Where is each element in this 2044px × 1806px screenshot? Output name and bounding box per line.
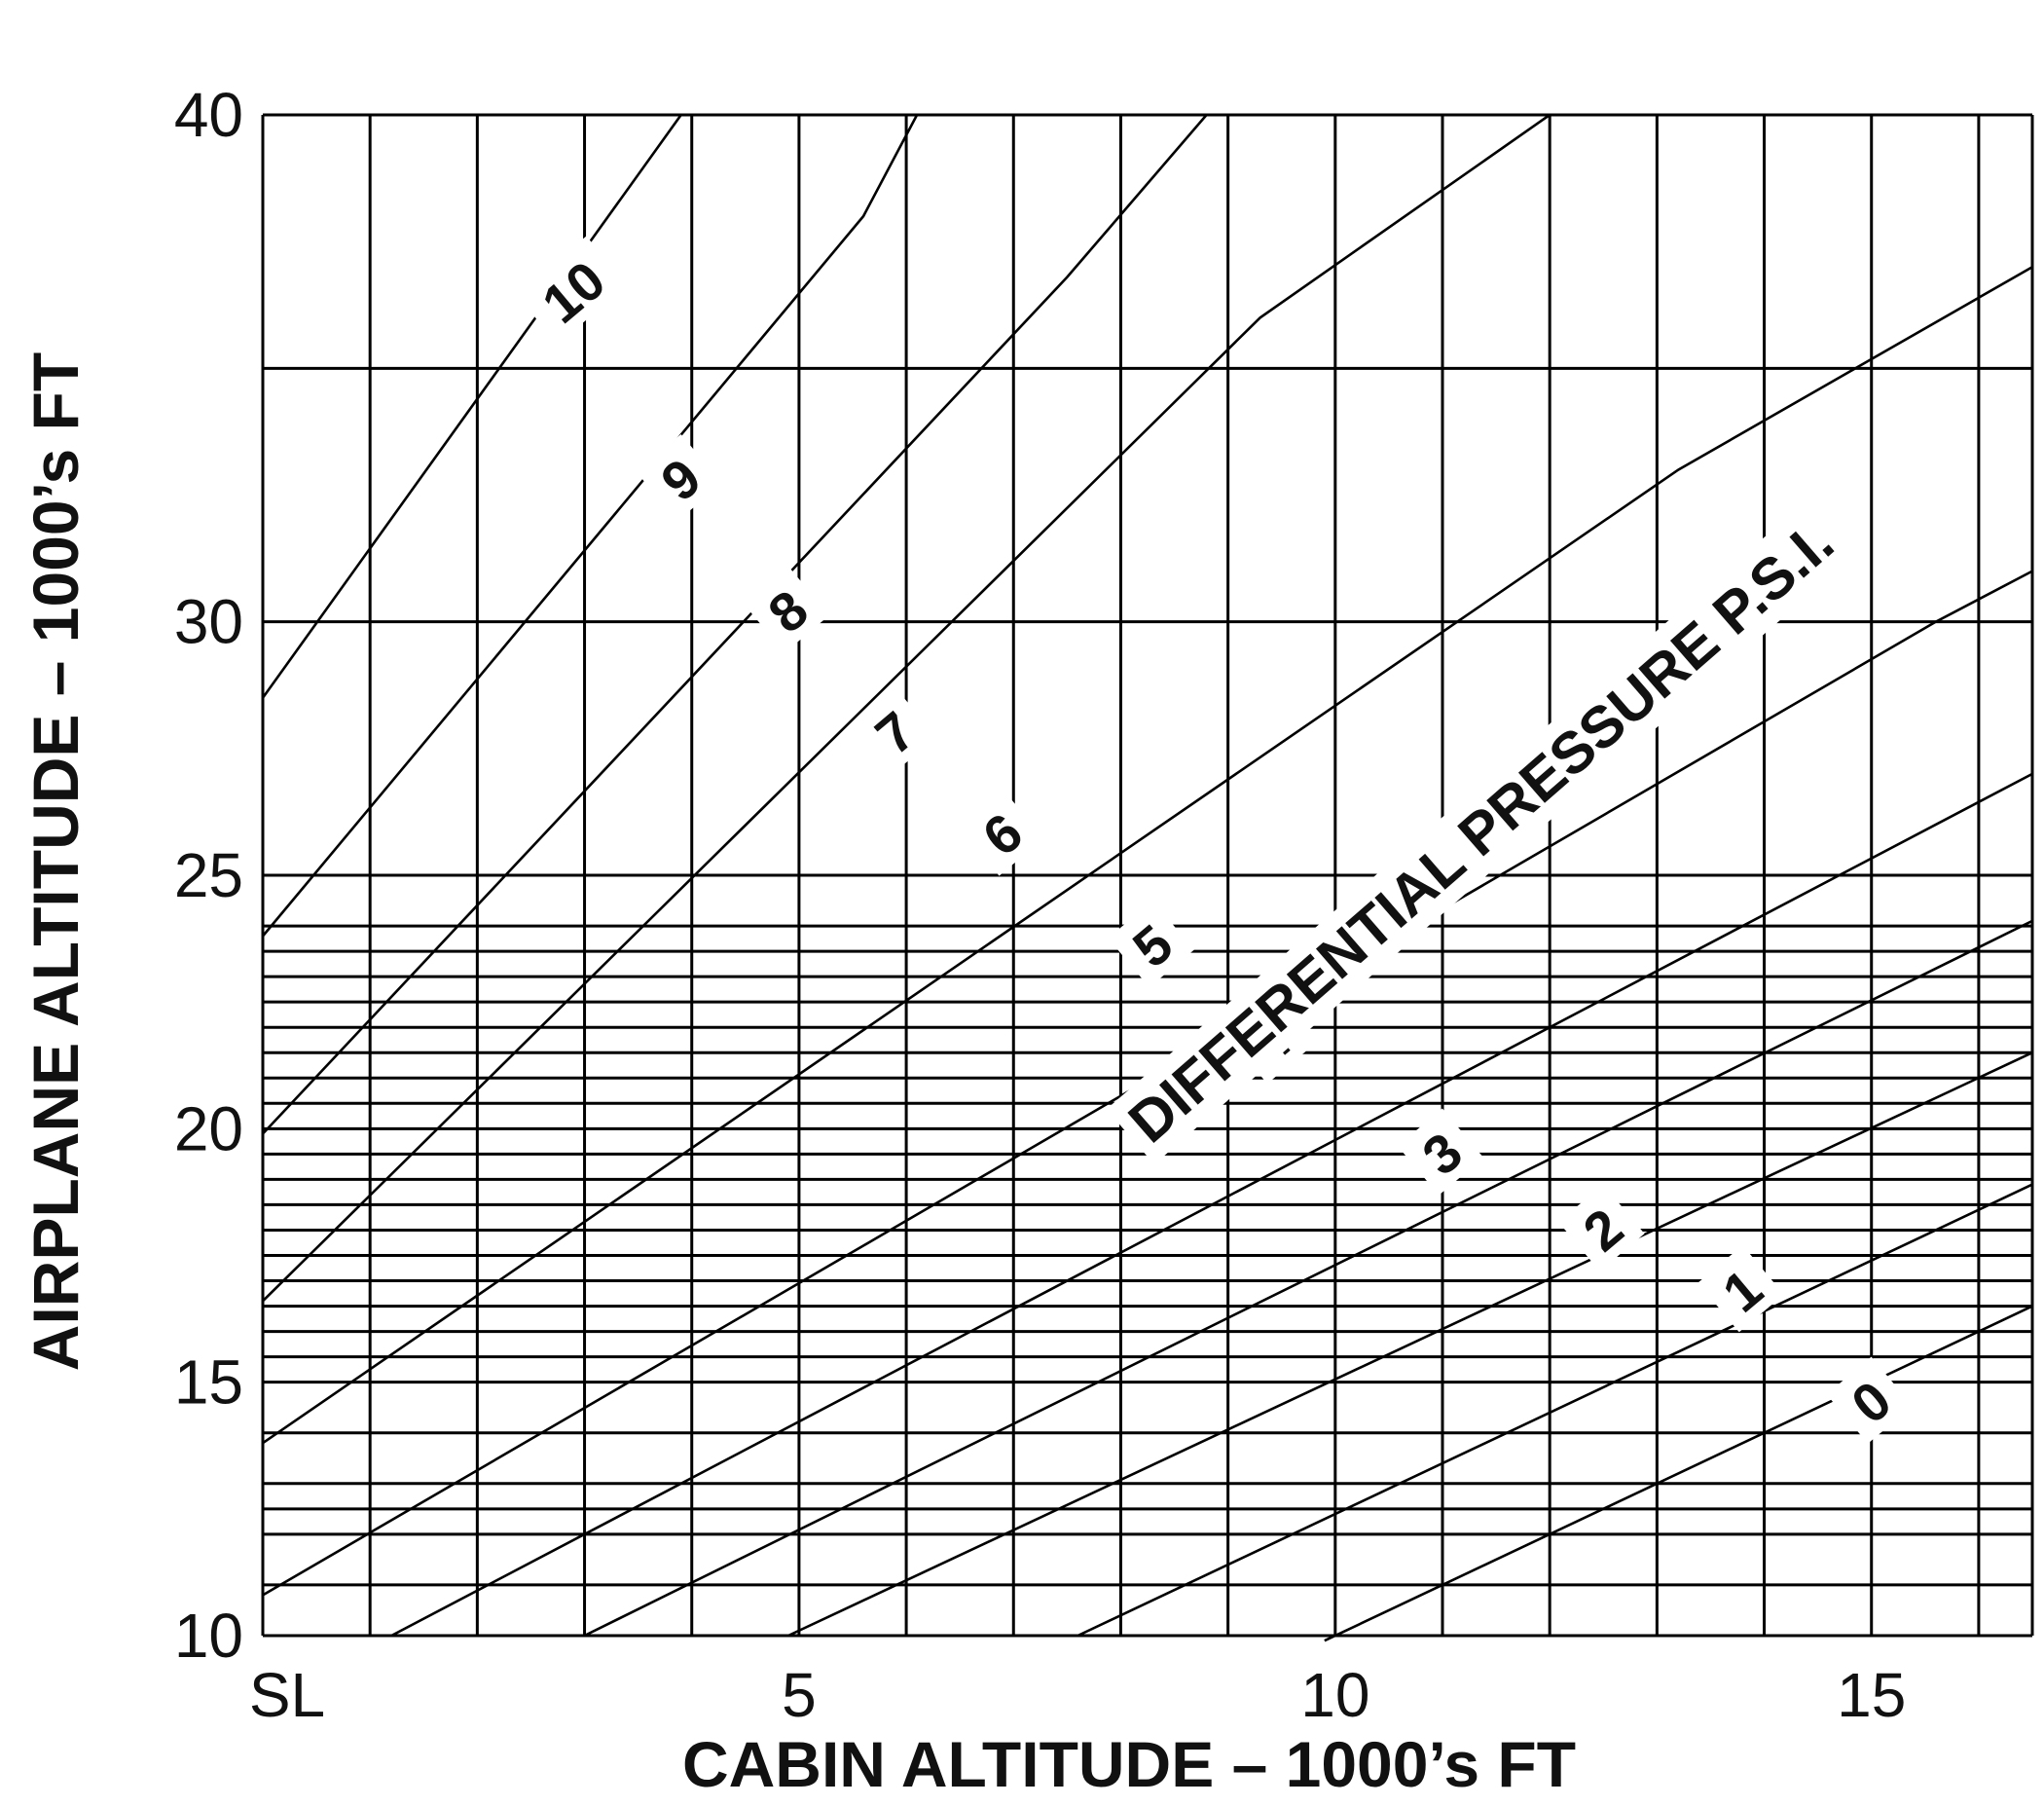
x-tick-label: 5 (782, 1660, 817, 1730)
curve-label-background (516, 236, 628, 345)
curve-label-background (743, 566, 830, 653)
pressure-curve-4 (390, 772, 2033, 1638)
curve-label-background (1397, 1108, 1484, 1196)
pressure-curves (261, 113, 2033, 1642)
pressure-curve-10 (261, 114, 682, 699)
pressure-curve-0 (1324, 1305, 2033, 1642)
pressure-curve-5 (262, 570, 2033, 1597)
x-tick-label: 10 (1300, 1660, 1369, 1730)
y-tick-labels: 10 15 20 25 30 40 (174, 80, 243, 1671)
y-tick-label: 20 (174, 1093, 243, 1163)
curve-label-background (1826, 1356, 1913, 1444)
x-tick-label: SL (249, 1660, 325, 1730)
curve-label-background (636, 434, 722, 522)
pressure-curve-6 (262, 266, 2033, 1445)
pressure-curve-2 (787, 1051, 2033, 1638)
pressure-curve-labels: 012345678910 (516, 236, 1913, 1444)
y-tick-label: 40 (174, 80, 243, 150)
y-tick-label: 25 (174, 840, 243, 910)
curve-label-background (1558, 1184, 1645, 1272)
annotation-background (1106, 499, 1856, 1164)
y-tick-label: 15 (174, 1347, 243, 1418)
curve-label-background (958, 789, 1044, 876)
horizontal-gridlines (263, 113, 2032, 1638)
pressure-curve-9 (262, 114, 919, 938)
x-tick-label: 15 (1837, 1660, 1906, 1730)
curve-label-background (1108, 901, 1194, 988)
pressure-curve-1 (1077, 1183, 2033, 1638)
pressure-curve-8 (262, 114, 1208, 1135)
curve-label-background (850, 687, 937, 775)
y-axis-title: AIRPLANE ALTITUDE – 1000’s FT (19, 352, 91, 1371)
pressure-curve-7 (262, 113, 1551, 1303)
y-tick-label: 10 (174, 1601, 243, 1671)
x-tick-labels: SL 5 10 15 (249, 1660, 1906, 1730)
y-tick-label: 30 (174, 587, 243, 657)
pressure-curve-3 (583, 919, 2033, 1638)
curve-label-background (1697, 1245, 1784, 1333)
x-axis-title: CABIN ALTITUDE – 1000’s FT (682, 1728, 1576, 1800)
